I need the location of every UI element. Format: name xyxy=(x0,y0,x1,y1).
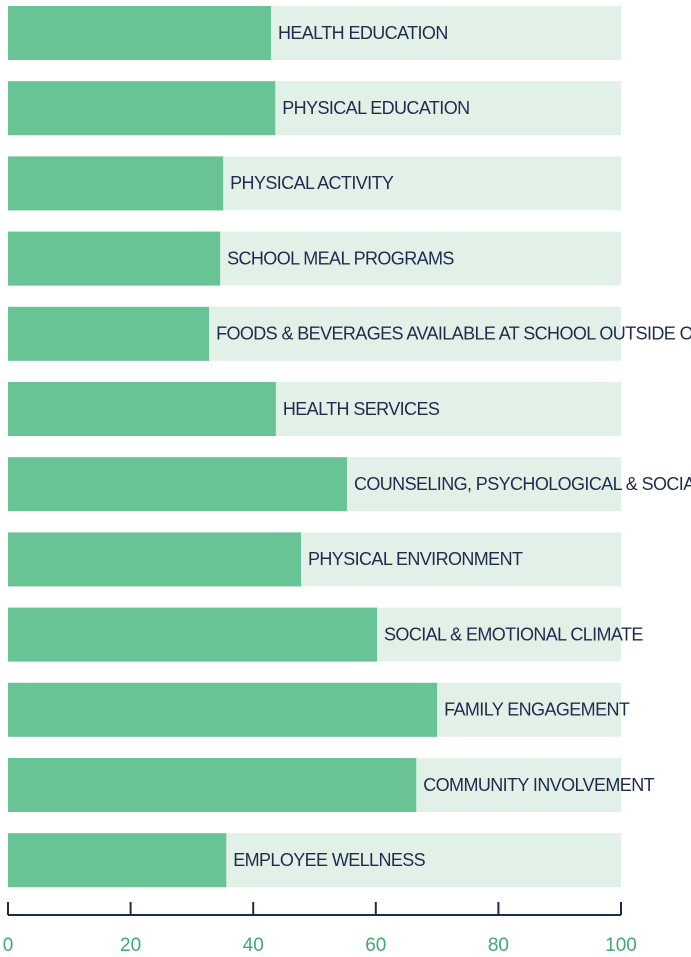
bar xyxy=(8,306,210,361)
x-tick-label: 60 xyxy=(365,935,386,956)
category-label: PHYSICAL ENVIRONMENT xyxy=(308,549,523,569)
x-tick-label: 20 xyxy=(120,935,141,956)
bar xyxy=(8,607,378,662)
x-tick-label: 40 xyxy=(243,935,264,956)
category-label: HEALTH EDUCATION xyxy=(278,23,448,43)
bar xyxy=(8,833,227,888)
bar xyxy=(8,231,221,286)
category-label: HEALTH SERVICES xyxy=(283,399,440,419)
bar xyxy=(8,532,302,587)
bar xyxy=(8,81,276,136)
bar xyxy=(8,382,276,436)
x-tick-label: 100 xyxy=(605,935,637,956)
category-label: COMMUNITY INVOLVEMENT xyxy=(423,775,654,795)
category-label: SCHOOL MEAL PROGRAMS xyxy=(227,248,454,268)
bar xyxy=(8,457,347,512)
bar xyxy=(8,682,438,737)
category-label: COUNSELING, PSYCHOLOGICAL & SOCIAL SERVI… xyxy=(354,474,691,494)
category-label: EMPLOYEE WELLNESS xyxy=(233,850,425,870)
category-label: PHYSICAL ACTIVITY xyxy=(230,173,394,193)
x-tick-label: 80 xyxy=(488,935,509,956)
bar xyxy=(8,156,224,211)
bar xyxy=(8,6,271,60)
bar xyxy=(8,758,417,812)
x-tick-label: 0 xyxy=(3,935,14,956)
category-label: FAMILY ENGAGEMENT xyxy=(444,700,630,720)
category-label: PHYSICAL EDUCATION xyxy=(282,98,469,118)
category-label: SOCIAL & EMOTIONAL CLIMATE xyxy=(384,624,643,644)
category-label: FOODS & BEVERAGES AVAILABLE AT SCHOOL OU… xyxy=(216,324,691,344)
